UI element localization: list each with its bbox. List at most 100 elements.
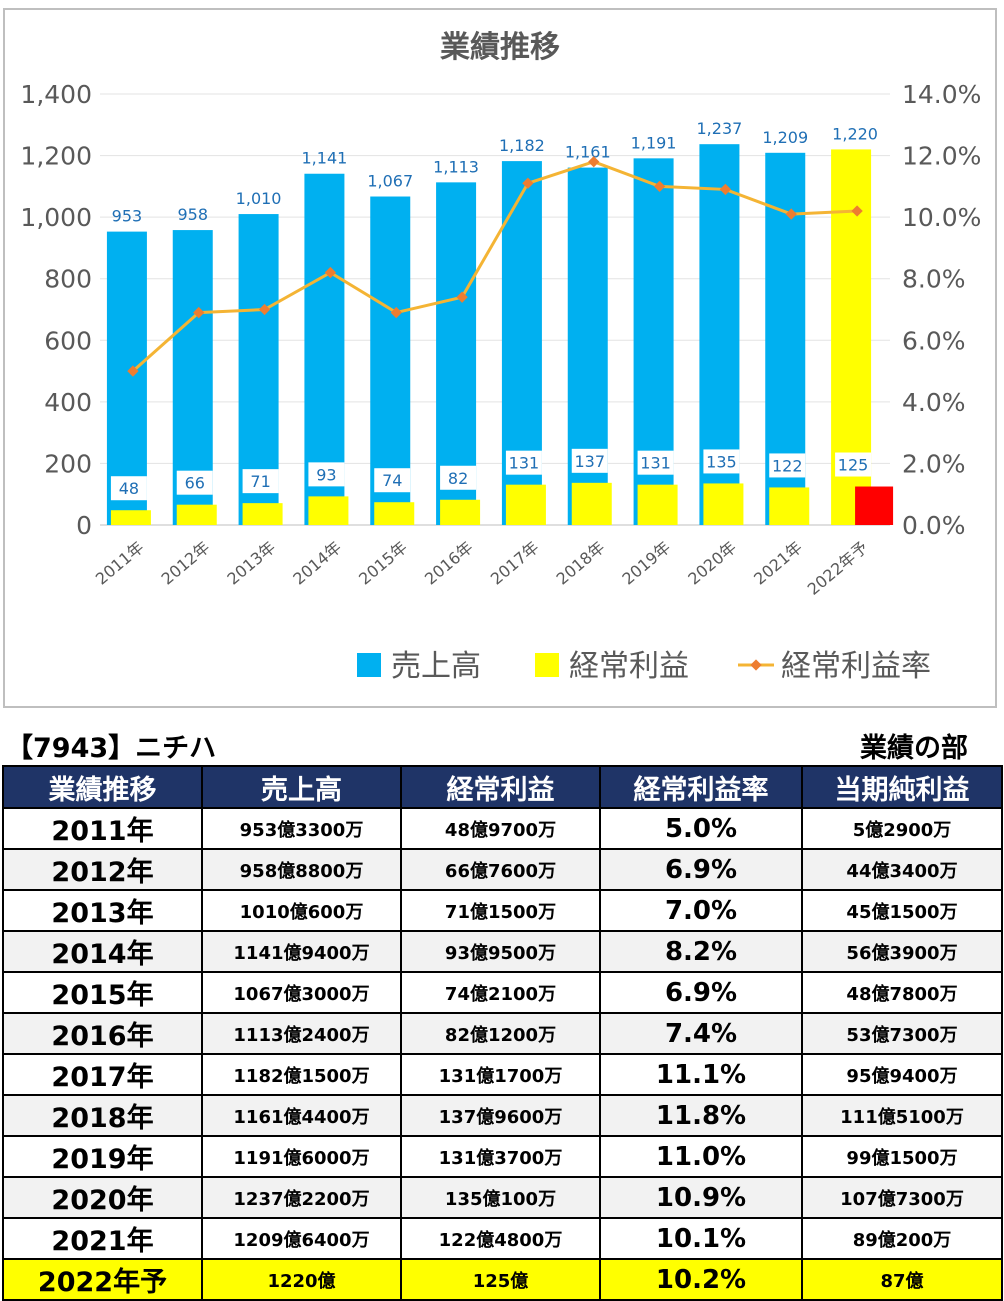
x-tick-label: 2017年: [487, 538, 543, 589]
sales-data-label: 1,220: [832, 124, 878, 143]
profit-bar: [703, 483, 744, 525]
cell-ordinary-profit: 93億9500万: [400, 930, 601, 973]
profit-label-bg: [176, 470, 213, 495]
table-row: 2020年 1237億2200万 135億100万 10.9% 107億7300万: [2, 1176, 1003, 1219]
sales-bar: [106, 231, 147, 526]
cell-sales: 1191億6000万: [201, 1135, 402, 1178]
cell-profit-rate: 5.0%: [599, 807, 803, 850]
profit-bar: [855, 486, 894, 525]
profit-bar: [242, 503, 283, 525]
profit-rate-marker: [522, 177, 534, 189]
profit-label-bg: [769, 453, 806, 478]
cell-ordinary-profit: 135億100万: [400, 1176, 601, 1219]
chart-frame: 業績推移 0 200 400 600 800 1,000 1,200 1,400 0.0% 2.0%…: [3, 8, 997, 708]
table-row: 2022年予 1220億 125億 10.2% 87億: [2, 1258, 1003, 1301]
profit-label-bg: [835, 452, 872, 477]
y-right-tick-label: 4.0%: [902, 388, 966, 417]
cell-sales: 1067億3000万: [201, 971, 402, 1014]
cell-sales: 1237億2200万: [201, 1176, 402, 1219]
cell-net-income: 53億7300万: [801, 1012, 1003, 1055]
cell-ordinary-profit: 82億1200万: [400, 1012, 601, 1055]
cell-period: 2022年予: [2, 1258, 203, 1301]
table-row: 2018年 1161億4400万 137億9600万 11.8% 111億5100万: [2, 1094, 1003, 1137]
y-left-tick-label: 0: [76, 511, 92, 540]
profit-bar: [176, 504, 217, 525]
table-row: 2017年 1182億1500万 131億1700万 11.1% 95億9400万: [2, 1053, 1003, 1096]
y-right-tick-label: 12.0%: [902, 142, 981, 171]
profit-rate-marker: [588, 156, 600, 168]
profit-data-label: 137: [574, 452, 605, 471]
profit-rate-marker: [785, 208, 797, 220]
profit-label-bg: [374, 468, 411, 493]
profit-data-label: 135: [706, 452, 737, 471]
profit-label-bg: [703, 449, 740, 474]
sales-data-label: 953: [112, 207, 143, 226]
profit-label-bg: [571, 448, 608, 473]
sales-data-label: 1,191: [631, 133, 677, 152]
y-left-tick-label: 800: [44, 265, 92, 294]
table-body: 2011年 953億3300万 48億9700万 5.0% 5億2900万 2012年 95…: [2, 807, 1003, 1301]
cell-net-income: 5億2900万: [801, 807, 1003, 850]
cell-ordinary-profit: 66億7600万: [400, 848, 601, 891]
cell-net-income: 87億: [801, 1258, 1003, 1301]
profit-data-label: 48: [119, 479, 139, 498]
x-tick-label: 2012年: [158, 538, 214, 589]
profit-rate-marker: [390, 306, 402, 319]
profit-rate-line: [131, 160, 858, 373]
x-tick-label: 2021年: [750, 538, 806, 589]
y-right-tick-label: 2.0%: [902, 449, 966, 478]
sales-data-label: 1,067: [367, 172, 413, 191]
cell-profit-rate: 8.2%: [599, 930, 803, 973]
legend-marker-rate: [750, 659, 762, 671]
legend-label-sales: 売上高: [391, 649, 481, 684]
y-right-tick-label: 6.0%: [902, 326, 966, 355]
sales-data-label: 1,141: [302, 149, 348, 168]
cell-profit-rate: 10.1%: [599, 1217, 803, 1260]
cell-ordinary-profit: 137億9600万: [400, 1094, 601, 1137]
cell-ordinary-profit: 125億: [400, 1258, 601, 1301]
y-left-tick-label: 400: [44, 388, 92, 417]
profit-rate-marker: [851, 205, 863, 217]
legend-label-profit: 経常利益: [569, 649, 689, 684]
profit-bar: [110, 510, 151, 525]
cell-sales: 1161億4400万: [201, 1094, 402, 1137]
profit-data-label: 74: [382, 471, 402, 490]
profit-data-label: 131: [509, 454, 540, 473]
profit-bar: [637, 484, 678, 525]
x-tick-label: 2014年: [289, 538, 345, 589]
table-row: 2014年 1141億9400万 93億9500万 8.2% 56億3900万: [2, 930, 1003, 973]
table-header-row: 業績推移 売上高 経常利益 経常利益率 当期純利益: [2, 765, 1003, 809]
cell-profit-rate: 11.8%: [599, 1094, 803, 1137]
cell-period: 2021年: [2, 1217, 203, 1260]
profit-label-bg: [440, 465, 477, 490]
cell-period: 2011年: [2, 807, 203, 850]
cell-period: 2016年: [2, 1012, 203, 1055]
profit-label-bg: [505, 450, 542, 475]
cell-profit-rate: 10.9%: [599, 1176, 803, 1219]
x-tick-label: 2022年予: [804, 538, 872, 599]
table-row: 2011年 953億3300万 48億9700万 5.0% 5億2900万: [2, 807, 1003, 850]
sales-data-label: 1,209: [762, 128, 808, 147]
legend-label-rate: 経常利益率: [781, 649, 931, 684]
y-left-tick-label: 200: [44, 449, 92, 478]
profit-bar: [440, 499, 481, 525]
cell-period: 2019年: [2, 1135, 203, 1178]
cell-sales: 1182億1500万: [201, 1053, 402, 1096]
cell-profit-rate: 11.1%: [599, 1053, 803, 1096]
header-profit-rate: 経常利益率: [599, 765, 803, 809]
cell-sales: 1220億: [201, 1258, 402, 1301]
cell-period: 2015年: [2, 971, 203, 1014]
y-right-tick-label: 10.0%: [902, 203, 981, 232]
y-right-tick-label: 8.0%: [902, 265, 966, 294]
cell-sales: 1209億6400万: [201, 1217, 402, 1260]
profit-rate-marker: [456, 291, 468, 303]
cell-net-income: 111億5100万: [801, 1094, 1003, 1137]
y-left-tick-label: 1,000: [20, 203, 92, 232]
x-tick-label: 2019年: [618, 538, 674, 589]
cell-net-income: 45億1500万: [801, 889, 1003, 932]
section-caption: 業績の部: [860, 733, 968, 764]
profit-rate-marker: [127, 365, 139, 377]
cell-ordinary-profit: 74億2100万: [400, 971, 601, 1014]
x-tick-label: 2015年: [355, 538, 411, 589]
cell-net-income: 56億3900万: [801, 930, 1003, 973]
